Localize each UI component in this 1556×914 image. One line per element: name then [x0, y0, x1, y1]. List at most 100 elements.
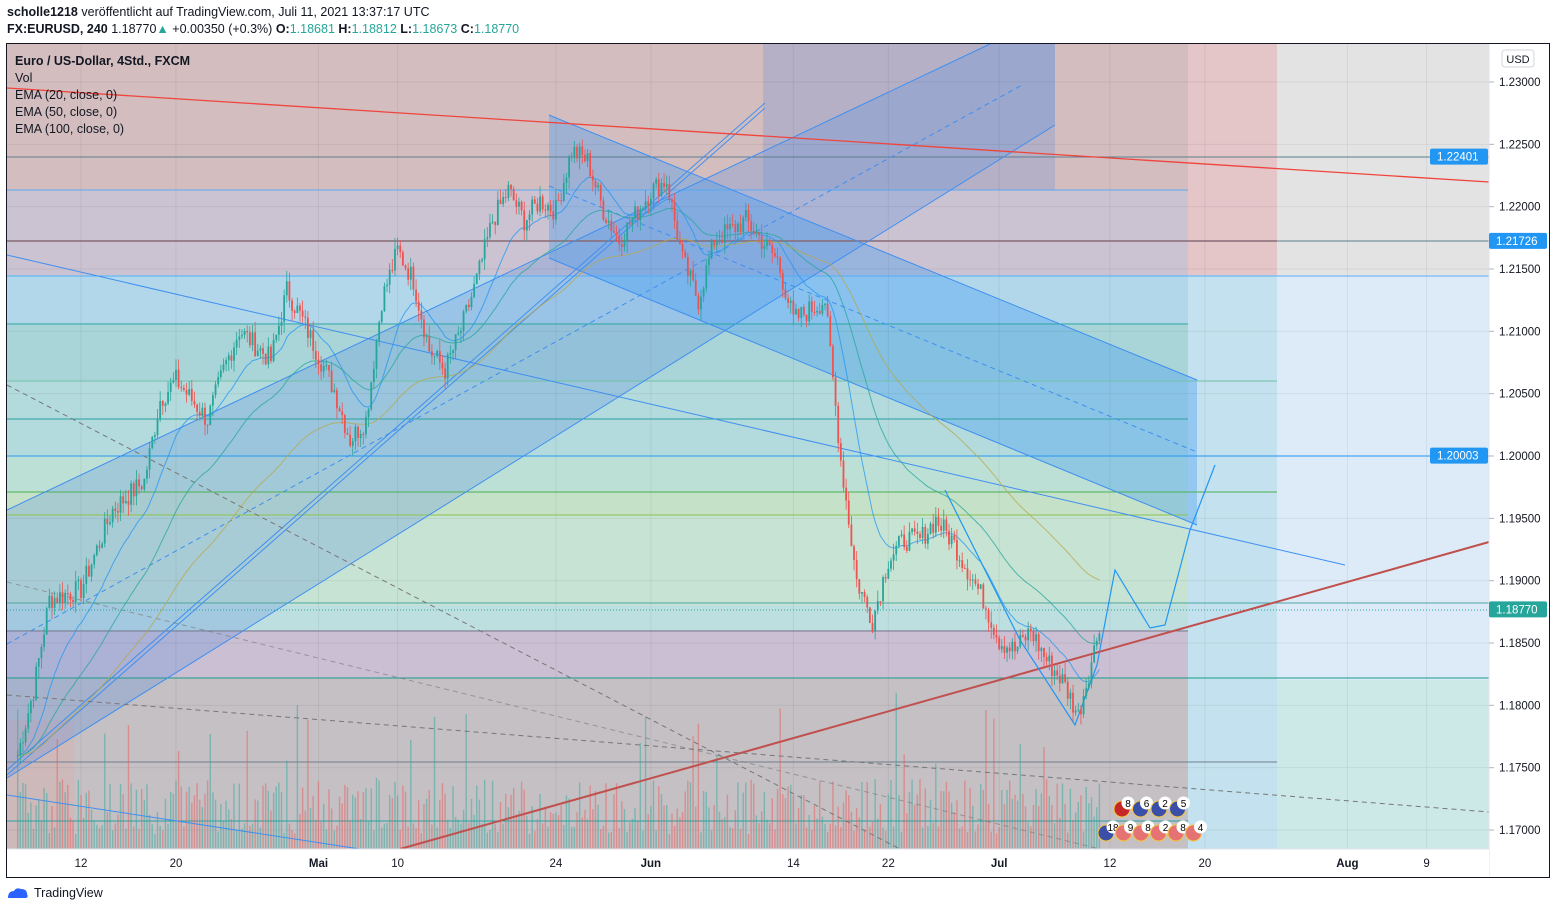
- price-axis[interactable]: [1489, 43, 1549, 876]
- candle-body: [37, 658, 40, 667]
- volume-bar: [1040, 793, 1043, 849]
- candle-body: [589, 153, 592, 177]
- candle-body: [739, 223, 742, 232]
- candle-body: [689, 270, 692, 277]
- price-labels: 1.22401 1.21726 1.20003 1.18770: [1430, 148, 1547, 618]
- legend-ema-50[interactable]: EMA (50, close, 0): [15, 105, 118, 119]
- candle-body: [473, 283, 476, 297]
- candle-body: [293, 310, 296, 313]
- candle-body: [283, 295, 286, 322]
- candle-body: [362, 434, 365, 436]
- volume-bar: [642, 830, 644, 849]
- volume-bar: [958, 828, 961, 849]
- candle-body: [1011, 641, 1014, 652]
- volume-bar: [420, 833, 423, 849]
- candle-body: [496, 199, 499, 225]
- footer-brand[interactable]: TradingView: [6, 886, 103, 900]
- candle-body: [483, 239, 486, 260]
- volume-bar: [299, 813, 301, 849]
- volume-bar: [866, 782, 868, 849]
- volume-bar: [483, 779, 486, 849]
- volume-bar: [357, 791, 359, 849]
- volume-bar: [547, 826, 549, 849]
- volume-bar: [56, 739, 58, 849]
- volume-bar: [415, 828, 417, 849]
- volume-bar: [275, 786, 277, 849]
- candle-body: [409, 266, 412, 280]
- candle-body: [539, 196, 541, 212]
- volume-bar: [832, 781, 834, 849]
- candle-body: [1040, 647, 1043, 651]
- volume-bar: [40, 820, 43, 849]
- volume-bar: [869, 826, 871, 849]
- volume-bar: [692, 736, 694, 849]
- candle-body: [499, 199, 502, 205]
- volume-bar: [283, 833, 285, 849]
- candle-body: [919, 533, 921, 538]
- candle-body: [288, 281, 291, 301]
- candle-body: [971, 579, 974, 581]
- candle-body: [58, 592, 61, 603]
- volume-bar: [523, 789, 525, 849]
- time-axis[interactable]: [6, 849, 1489, 876]
- candle-body: [341, 411, 344, 416]
- volume-bar: [1019, 744, 1021, 849]
- volume-bar: [220, 804, 222, 849]
- price-chart[interactable]: 8 6 2 518 9 8 2 8 4 USD 1.230001.225001.220001.2…: [6, 43, 1550, 878]
- candle-body: [787, 298, 789, 303]
- volume-bar: [689, 782, 692, 849]
- candle-body: [779, 257, 782, 273]
- volume-bar: [75, 833, 77, 849]
- volume-bar: [1014, 794, 1016, 849]
- volume-bar: [431, 824, 433, 849]
- candle-body: [694, 280, 697, 296]
- candle-body: [1087, 683, 1090, 688]
- volume-bar: [217, 831, 219, 849]
- candle-body: [795, 308, 797, 315]
- volume-bar: [774, 829, 776, 849]
- candle-body: [998, 637, 1001, 650]
- economic-events[interactable]: 8 6 2 518 9 8 2 8 4: [1097, 796, 1207, 842]
- legend-vol[interactable]: Vol: [15, 71, 33, 85]
- x-axis-ticks: 12 20 Mai 10 24 Jun 14 22 Jul 12 20 Aug 9: [75, 858, 1430, 870]
- volume-bar: [652, 780, 655, 849]
- candle-body: [855, 560, 858, 580]
- y-tick-label: 1.22000: [1499, 202, 1541, 214]
- volume-bar: [679, 817, 681, 849]
- volume-bar: [272, 792, 275, 849]
- volume-bar: [294, 833, 296, 849]
- volume-bar: [1030, 826, 1032, 849]
- volume-bar: [935, 763, 937, 849]
- volume-bar: [745, 782, 747, 849]
- volume-bar: [46, 792, 48, 849]
- close-value: 1.18770: [473, 22, 520, 36]
- volume-bar: [919, 779, 921, 849]
- volume-bar: [584, 809, 586, 849]
- candle-body: [974, 579, 977, 584]
- volume-bar: [605, 783, 607, 849]
- x-tick-label: 24: [550, 858, 563, 870]
- author-name[interactable]: scholle1218: [7, 5, 78, 19]
- low-label: L:: [400, 22, 413, 36]
- candle-body: [950, 535, 953, 545]
- volume-bar: [552, 813, 554, 849]
- volume-bars: [16, 692, 1101, 849]
- x-tick-label: 12: [1104, 858, 1117, 870]
- price-label: 1.21726: [1496, 236, 1538, 248]
- legend-ema-100[interactable]: EMA (100, close, 0): [15, 122, 125, 136]
- volume-bar: [663, 805, 665, 849]
- legend-ema-20[interactable]: EMA (20, close, 0): [15, 88, 118, 102]
- currency-badge[interactable]: USD: [1501, 49, 1535, 68]
- volume-bar: [90, 809, 93, 849]
- candle-body: [378, 322, 381, 341]
- price-label: 1.20003: [1437, 451, 1479, 463]
- candle-body: [810, 301, 813, 312]
- candle-body: [515, 200, 518, 207]
- candle-body: [359, 434, 362, 438]
- volume-bar: [884, 830, 887, 849]
- volume-bar: [156, 811, 159, 849]
- volume-bar: [404, 791, 407, 849]
- candle-body: [77, 579, 80, 582]
- candle-body: [916, 531, 919, 534]
- volume-bar: [705, 792, 707, 849]
